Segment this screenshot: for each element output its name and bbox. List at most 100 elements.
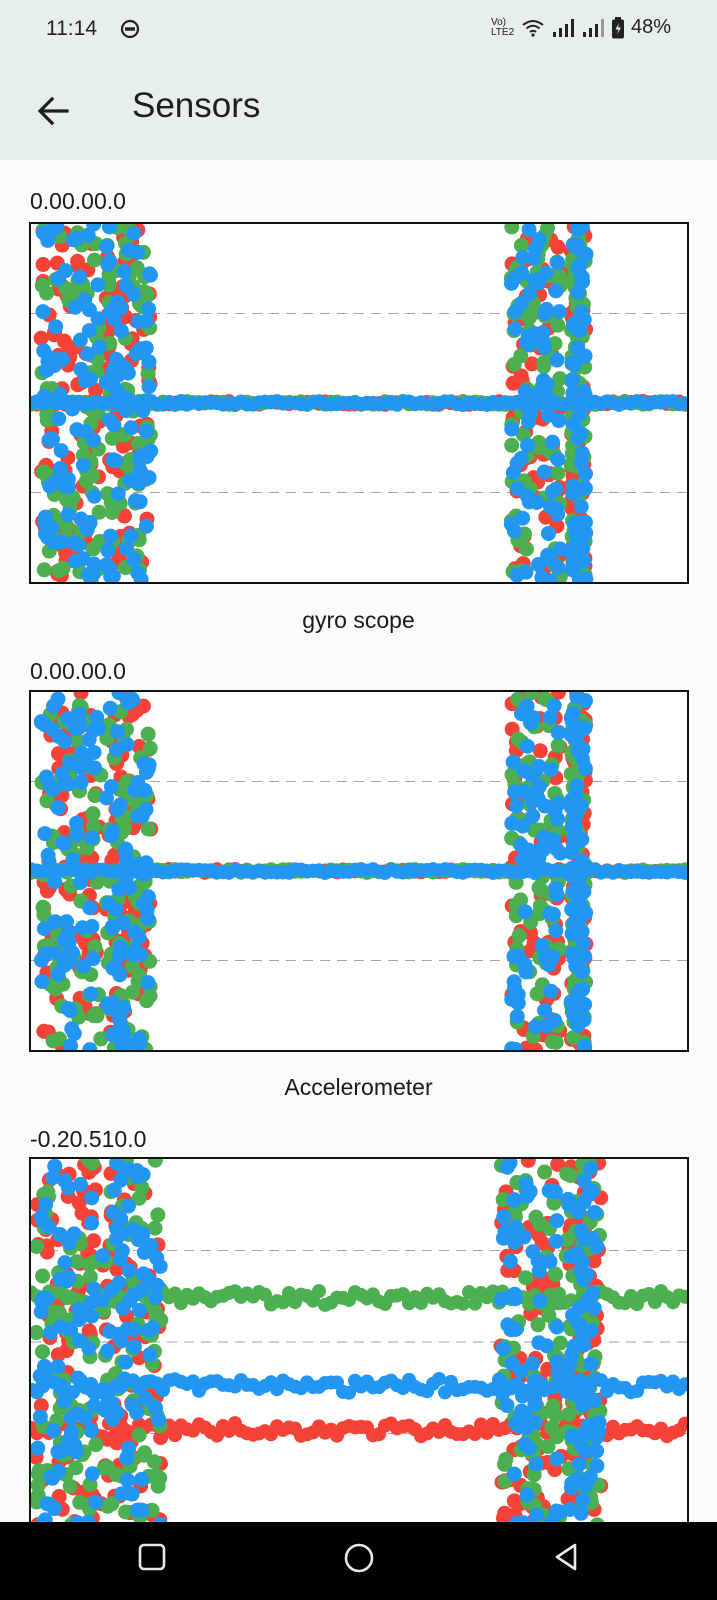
data-point	[61, 950, 77, 966]
data-point	[540, 525, 556, 541]
data-point	[562, 1355, 578, 1371]
home-circle-icon[interactable]	[343, 1542, 375, 1574]
data-point	[550, 692, 566, 700]
data-point	[116, 1371, 132, 1387]
data-point	[549, 1451, 565, 1467]
data-point	[45, 350, 61, 366]
chart-series-3	[31, 692, 687, 1050]
data-point	[145, 1320, 161, 1336]
data-point	[589, 1458, 605, 1474]
data-point	[678, 865, 687, 880]
signal-icon	[582, 18, 604, 37]
data-point	[140, 821, 156, 837]
arrow-back-icon[interactable]	[30, 88, 76, 134]
data-point	[113, 1211, 129, 1227]
data-point	[568, 526, 584, 542]
data-point	[546, 1195, 562, 1211]
data-point	[507, 784, 523, 800]
data-point	[82, 1269, 98, 1285]
data-point	[57, 1173, 73, 1189]
data-point	[109, 294, 125, 310]
data-point	[31, 1325, 44, 1341]
data-point	[506, 1192, 522, 1208]
data-point	[118, 1504, 134, 1520]
data-point	[118, 1354, 134, 1370]
data-point	[147, 1220, 163, 1236]
data-point	[528, 1019, 544, 1035]
data-point	[571, 1317, 587, 1333]
data-point	[141, 470, 157, 486]
data-point	[85, 468, 101, 484]
data-point	[548, 923, 564, 939]
data-point	[517, 904, 533, 920]
data-point	[550, 738, 566, 754]
data-point	[47, 1159, 63, 1174]
data-point	[62, 1478, 78, 1494]
data-point	[534, 938, 550, 954]
data-point	[31, 1238, 45, 1254]
data-point	[526, 251, 542, 267]
data-point	[104, 504, 120, 520]
data-point	[72, 875, 88, 891]
data-point	[107, 847, 123, 863]
data-point	[587, 1205, 603, 1221]
data-point	[678, 1416, 687, 1431]
data-point	[50, 746, 66, 762]
data-point	[548, 1233, 564, 1249]
data-point	[108, 1467, 124, 1483]
data-point	[123, 420, 139, 436]
data-point	[564, 860, 580, 876]
data-point	[109, 1435, 125, 1451]
data-point	[544, 1420, 560, 1436]
data-point	[46, 698, 62, 714]
data-point	[504, 991, 520, 1007]
data-point	[589, 1517, 605, 1523]
data-point	[69, 827, 85, 843]
recents-square-icon[interactable]	[137, 1542, 167, 1572]
data-point	[576, 1231, 592, 1247]
data-point	[88, 1494, 104, 1510]
sensor-value-3: -0.20.510.0	[30, 1126, 147, 1152]
data-point	[514, 1388, 530, 1404]
back-triangle-icon[interactable]	[551, 1542, 581, 1572]
data-point	[126, 225, 142, 241]
chart-series-3	[31, 1159, 687, 1523]
data-point	[104, 919, 120, 935]
data-point	[527, 1414, 543, 1430]
data-point	[33, 1398, 49, 1414]
data-point	[531, 779, 547, 795]
data-point	[116, 1001, 132, 1017]
data-point	[141, 379, 157, 395]
data-point	[548, 283, 564, 299]
data-point	[86, 1398, 102, 1414]
data-point	[570, 1428, 586, 1444]
data-point	[537, 1002, 553, 1018]
data-point	[515, 249, 531, 265]
data-point	[64, 401, 80, 417]
data-point	[496, 1209, 512, 1225]
data-point	[138, 518, 154, 534]
data-point	[505, 754, 521, 770]
data-point	[539, 376, 555, 392]
data-point	[115, 1225, 131, 1241]
data-point	[150, 1207, 166, 1223]
data-point	[569, 803, 585, 819]
data-point	[33, 952, 49, 968]
data-point	[114, 1243, 130, 1259]
data-point	[72, 1176, 88, 1192]
data-point	[73, 361, 89, 377]
data-point	[100, 996, 116, 1012]
data-point	[569, 1245, 585, 1261]
data-point	[34, 1344, 50, 1360]
data-point	[102, 224, 118, 235]
data-point	[537, 949, 553, 965]
data-point	[517, 1436, 533, 1452]
data-point	[61, 924, 77, 940]
data-point	[503, 516, 519, 532]
data-point	[493, 1291, 509, 1307]
data-point	[38, 1196, 54, 1212]
data-point	[33, 330, 49, 346]
data-point	[39, 362, 55, 378]
data-point	[73, 745, 89, 761]
data-point	[109, 1159, 125, 1171]
